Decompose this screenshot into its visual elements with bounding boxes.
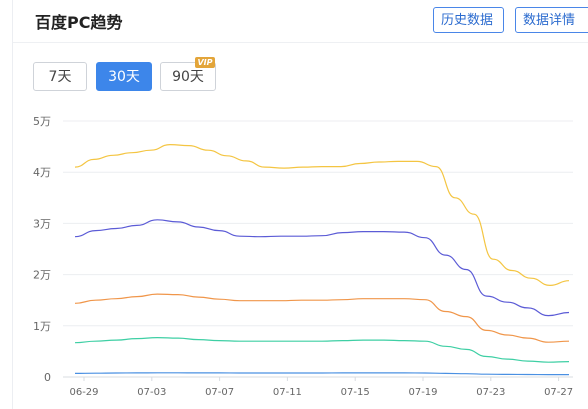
series-line-2 xyxy=(74,219,570,317)
series-line-5 xyxy=(74,372,569,376)
data-detail-button[interactable]: 数据详情 xyxy=(515,7,588,33)
tab-7-days[interactable]: 7天 xyxy=(33,62,87,91)
x-tick-label: 07-23 xyxy=(476,387,505,398)
x-tick-label: 07-15 xyxy=(341,387,370,398)
series-line-3 xyxy=(74,293,570,343)
tab-90-days[interactable]: 90天 xyxy=(160,62,216,91)
y-tick-label: 5万 xyxy=(33,115,51,128)
x-tick-label: 07-03 xyxy=(137,387,166,398)
series-line-1 xyxy=(74,143,570,287)
y-tick-label: 3万 xyxy=(33,217,51,230)
x-tick-label: 07-11 xyxy=(273,387,302,398)
card-header: 百度PC趋势 历史数据 数据详情 xyxy=(13,0,588,43)
x-tick-label: 07-07 xyxy=(205,387,234,398)
y-tick-label: 4万 xyxy=(33,166,51,179)
x-tick-label: 07-27 xyxy=(544,387,573,398)
history-data-button[interactable]: 历史数据 xyxy=(433,7,504,33)
y-tick-label: 0 xyxy=(44,371,51,384)
x-tick-label: 06-29 xyxy=(69,387,98,398)
series-line-4 xyxy=(74,336,570,363)
vip-badge: VIP xyxy=(195,57,215,68)
baidu-pc-trend-card: 百度PC趋势 历史数据 数据详情 7天 30天 90天 VIP 0 1万 2万 3万 4… xyxy=(12,0,588,409)
x-tick-label: 07-19 xyxy=(408,387,437,398)
y-tick-label: 1万 xyxy=(33,320,51,333)
y-tick-label: 2万 xyxy=(33,269,51,282)
tab-30-days[interactable]: 30天 xyxy=(96,62,152,91)
trend-line-chart: 0 1万 2万 3万 4万 5万 06-29 07-03 07-07 07-11 07-15 07-1… xyxy=(33,115,573,398)
card-title: 百度PC趋势 xyxy=(35,13,123,32)
